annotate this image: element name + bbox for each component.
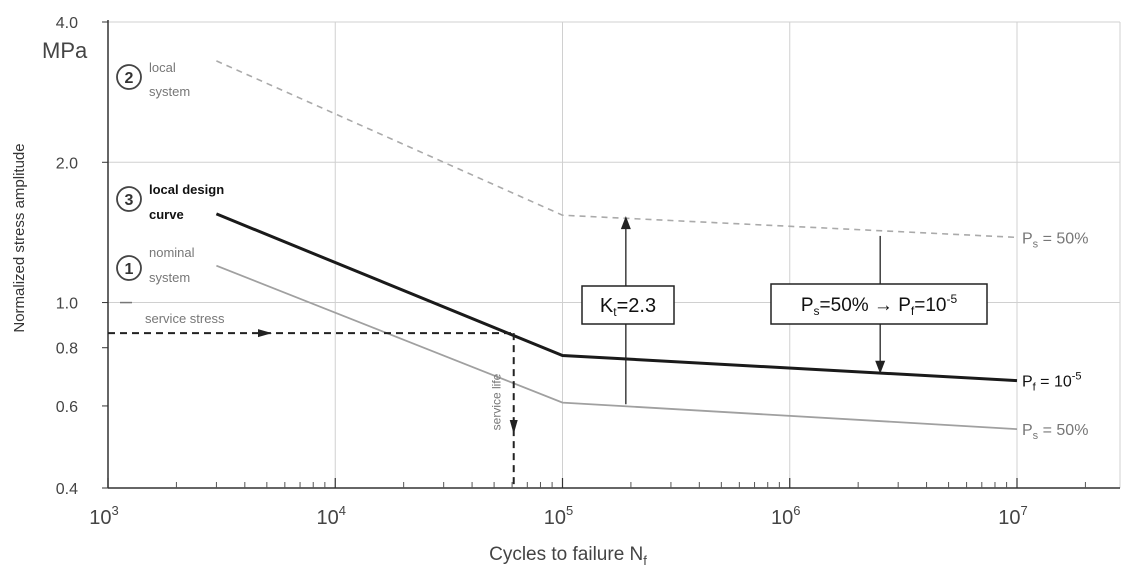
right-label-main: P [1022, 374, 1033, 391]
kt-arrow-head [620, 216, 631, 230]
series-local-design-curve [215, 212, 1018, 383]
right-label-sub: s [1033, 238, 1039, 250]
right-label-tail: = 50% [1038, 422, 1088, 439]
x-tick-label-base: 10 [998, 507, 1020, 529]
kt-label: Kt=2.3 [600, 295, 656, 319]
series-local-system [216, 60, 1018, 239]
kt-label-tail: =2.3 [617, 295, 656, 317]
x-tick-label-base: 10 [317, 507, 339, 529]
series-label-line2: system [149, 270, 190, 285]
x-tick-label-exp: 5 [566, 503, 573, 518]
series-number-circle [116, 64, 142, 90]
service-life-label: service life [490, 373, 504, 430]
right-label-sup: -5 [1072, 371, 1082, 383]
axes [107, 20, 1120, 489]
x-tick-label-base: 10 [771, 507, 793, 529]
right-label-design-curve: Pf = 10-5 [1022, 371, 1082, 394]
kt-label-sub: t [613, 305, 617, 319]
ps-box [770, 283, 988, 325]
series-lines [215, 60, 1018, 430]
x-tick-label-exp: 4 [339, 503, 346, 518]
series-number: 1 [125, 261, 134, 278]
series-nominal-system [216, 264, 1018, 430]
y-tick-label: 0.6 [56, 399, 78, 416]
ps-label-b-sub: f [911, 304, 915, 318]
x-tick-label: 106 [771, 503, 800, 529]
series-label-line1: local design [149, 182, 224, 197]
x-tick-label-exp: 6 [793, 503, 800, 518]
label-local-design-curve: 3 local design curve [116, 182, 224, 222]
ps-label-c-sup: -5 [946, 292, 957, 306]
kt-box [581, 285, 675, 325]
series-label-line1: nominal [149, 245, 195, 260]
x-tick-label-exp: 7 [1021, 503, 1028, 518]
x-tick-label-base: 10 [544, 507, 566, 529]
annotations: Ps = 50%Pf = 10-5Ps = 50%2localsystem3lo… [108, 60, 1088, 488]
y-tick-label: 0.8 [56, 341, 78, 358]
kt-label-main: K [600, 295, 614, 317]
series-label-line2: system [149, 84, 190, 99]
grid [107, 21, 1121, 488]
y-unit-label: MPa [42, 38, 88, 63]
series-number: 3 [125, 192, 134, 209]
right-label-main: P [1022, 230, 1033, 247]
right-label-sub: f [1033, 382, 1037, 394]
right-label-main: P [1022, 422, 1033, 439]
right-label-tail: = 50% [1038, 230, 1088, 247]
x-tick-label: 103 [89, 503, 118, 529]
ps-label-a: P [801, 295, 814, 316]
service-stress-label: service stress [145, 311, 225, 326]
right-label-nominal-system: Ps = 50% [1022, 422, 1088, 442]
x-tick-label: 107 [998, 503, 1027, 529]
y-tick-label: 4.0 [56, 15, 78, 32]
x-tick-label-exp: 3 [112, 503, 119, 518]
series-label-line2: curve [149, 207, 184, 222]
series-number: 2 [125, 70, 134, 87]
x-axis-label: Cycles to failure Nf [489, 544, 647, 568]
ps-label: Ps=50% → Pf=10-5 [801, 292, 958, 318]
right-label-sub: s [1033, 430, 1039, 442]
ps-label-a-sub: s [814, 304, 820, 318]
right-label-local-system: Ps = 50% [1022, 230, 1088, 250]
x-axis-label-sub: f [643, 553, 647, 568]
y-tick-label: 0.4 [56, 481, 78, 498]
series-label-line1: local [149, 60, 176, 75]
y-tick-label: 2.0 [56, 155, 78, 172]
x-tick-label: 105 [544, 503, 573, 529]
y-axis-label: Normalized stress amplitude [11, 143, 28, 332]
right-label-tail: = 10 [1036, 374, 1072, 391]
service-life-arrow [509, 420, 518, 434]
x-axis-label-main: Cycles to failure N [489, 544, 643, 565]
y-tick-label: 1.0 [56, 296, 78, 313]
service-stress-arrow [258, 329, 272, 338]
label-nominal-system: 1 nominal system [116, 245, 195, 285]
series-number-circle [116, 255, 142, 281]
ps-arrow-head [875, 360, 886, 374]
ps-label-c: =10 [914, 295, 946, 316]
x-tick-label: 104 [317, 503, 346, 529]
x-tick-label-base: 10 [89, 507, 111, 529]
ps-label-b: =50% → P [820, 295, 911, 316]
series-number-circle [116, 186, 142, 212]
label-local-system: 2 local system [116, 60, 190, 99]
